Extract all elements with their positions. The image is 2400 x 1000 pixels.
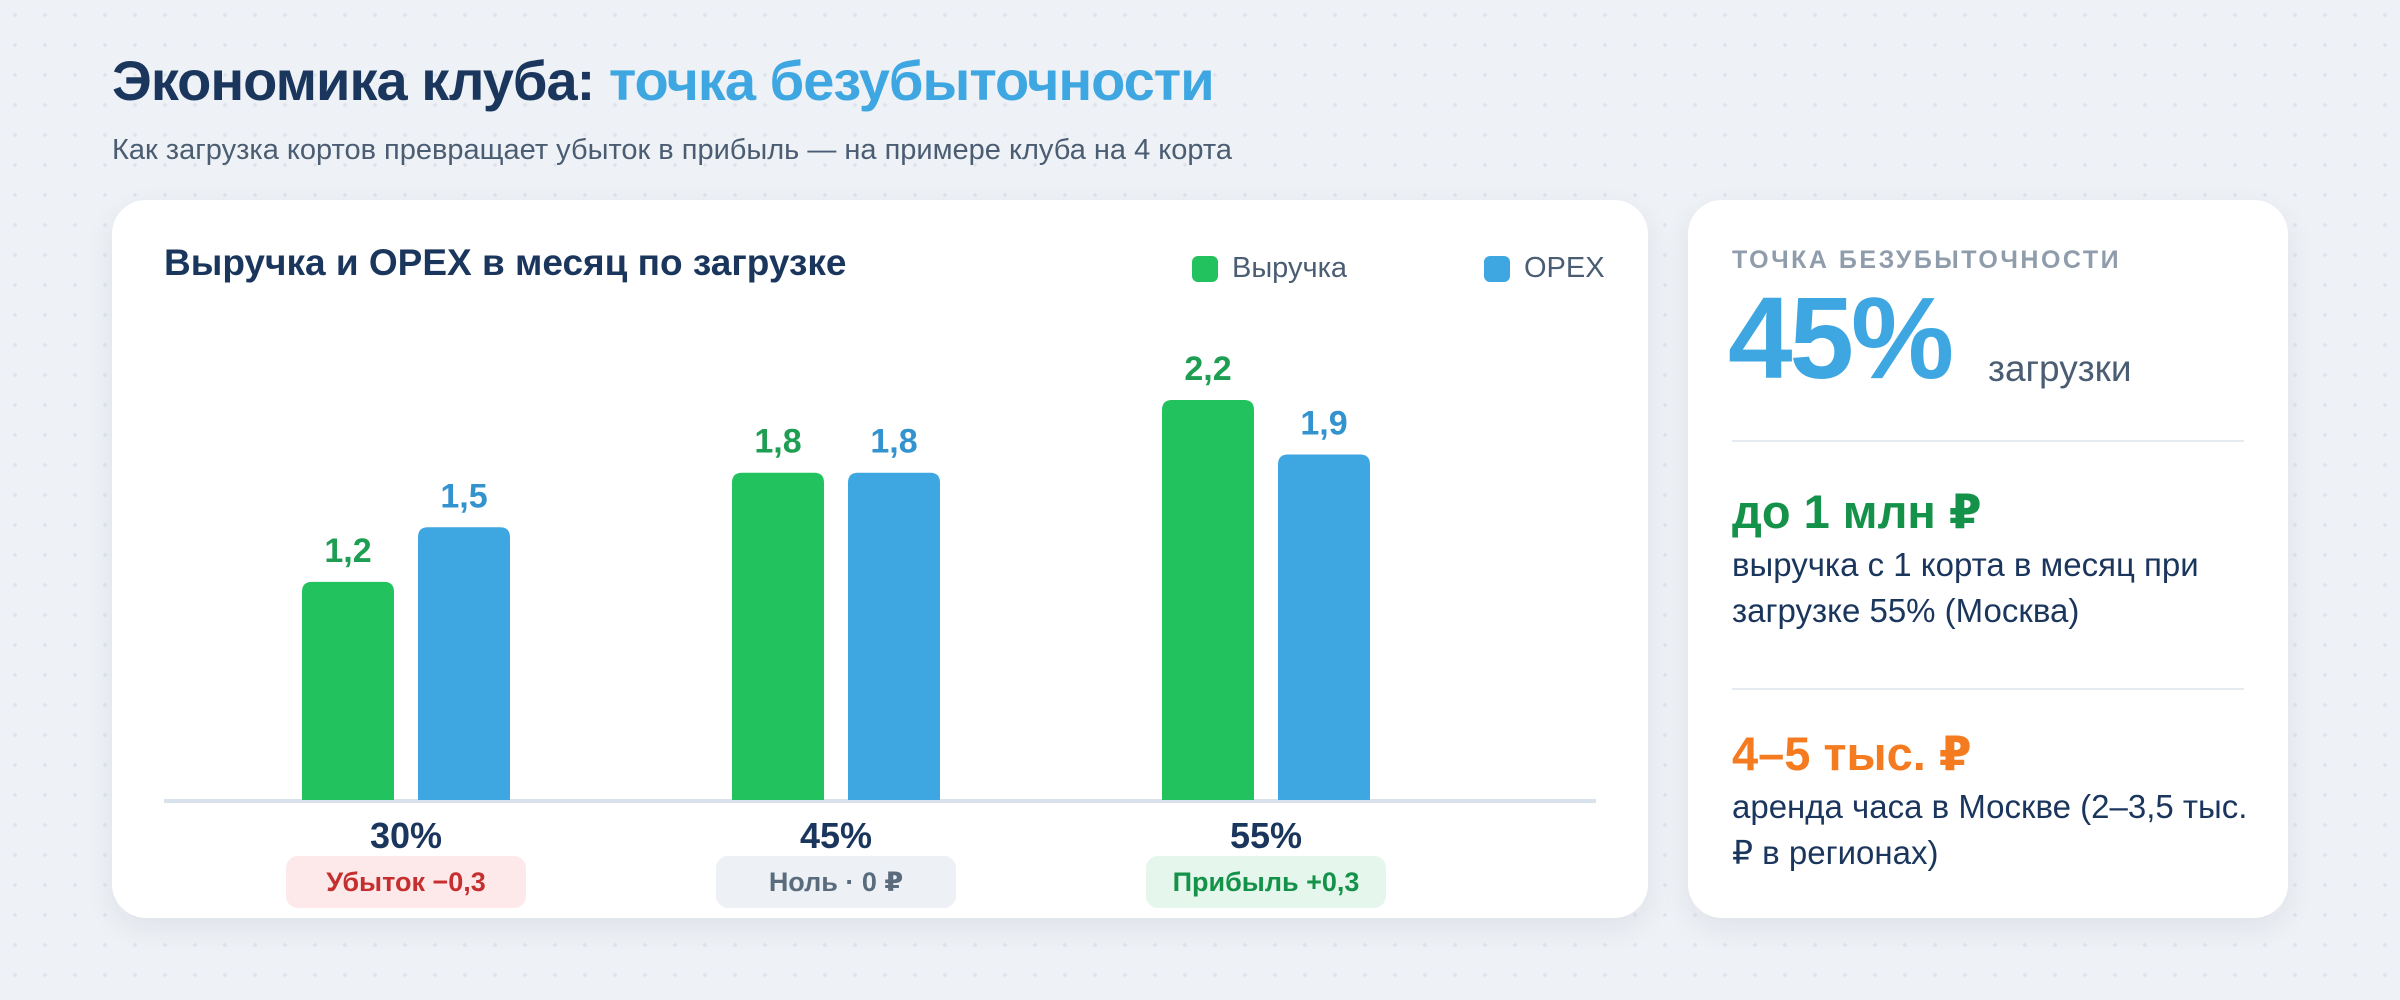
revenue-per-court-value: до 1 млн ₽ — [1732, 485, 1982, 538]
page-subtitle: Как загрузка кортов превращает убыток в … — [112, 134, 1232, 166]
divider — [1732, 440, 2244, 442]
breakeven-unit: загрузки — [1988, 348, 2132, 389]
data-label-opex: 1,8 — [870, 423, 917, 461]
bar-revenue — [302, 581, 394, 800]
legend-swatch-revenue — [1192, 255, 1218, 282]
breakeven-eyebrow: ТОЧКА БЕЗУБЫТОЧНОСТИ — [1732, 246, 2122, 274]
legend-item-opex: OPEX — [1484, 252, 1605, 285]
legend-swatch-opex — [1484, 255, 1510, 282]
bar-chart: 1,2 1,5 30% 1,8 1,8 45% 2,2 1,9 55% — [164, 350, 1596, 856]
bar-revenue — [1162, 400, 1254, 800]
data-label-opex: 1,9 — [1300, 405, 1347, 443]
divider — [1732, 688, 2244, 690]
page-title-accent: точка безубыточности — [608, 49, 1215, 112]
data-label-revenue: 1,2 — [324, 532, 371, 570]
x-tick-label: 55% — [1230, 815, 1302, 856]
bar-opex — [848, 472, 940, 800]
page-title: Экономика клуба: точка безубыточности — [112, 48, 1215, 113]
bar-revenue — [732, 472, 824, 800]
legend-item-revenue: Выручка — [1192, 252, 1347, 285]
x-tick-label: 30% — [370, 815, 442, 856]
chart-card: Выручка и OPEX в месяц по загрузке Выруч… — [112, 200, 1648, 918]
bar-opex — [1278, 454, 1370, 800]
outcome-pill-loss: Убыток −0,3 — [286, 856, 526, 908]
data-label-opex: 1,5 — [440, 477, 487, 515]
x-tick-label: 45% — [800, 815, 872, 856]
revenue-per-court-desc: выручка с 1 корта в месяц при загрузке 5… — [1732, 546, 2199, 629]
legend-label-revenue: Выручка — [1232, 252, 1348, 284]
hour-rent-value: 4–5 тыс. ₽ — [1732, 727, 1972, 780]
outcome-pill-neutral: Ноль · 0 ₽ — [716, 856, 956, 908]
outcome-pill-profit: Прибыль +0,3 — [1146, 856, 1386, 908]
bar-opex — [418, 527, 510, 800]
breakeven-value: 45% — [1728, 273, 1954, 403]
breakeven-stats-card: ТОЧКА БЕЗУБЫТОЧНОСТИ 45% загрузки до 1 м… — [1688, 200, 2288, 918]
page-title-main: Экономика клуба: — [112, 49, 595, 112]
legend-label-opex: OPEX — [1524, 252, 1605, 284]
hour-rent-desc: аренда часа в Москве (2–3,5 тыс. ₽ в рег… — [1732, 788, 2248, 871]
data-label-revenue: 1,8 — [754, 423, 801, 461]
chart-title: Выручка и OPEX в месяц по загрузке — [164, 242, 847, 283]
data-label-revenue: 2,2 — [1184, 350, 1231, 388]
